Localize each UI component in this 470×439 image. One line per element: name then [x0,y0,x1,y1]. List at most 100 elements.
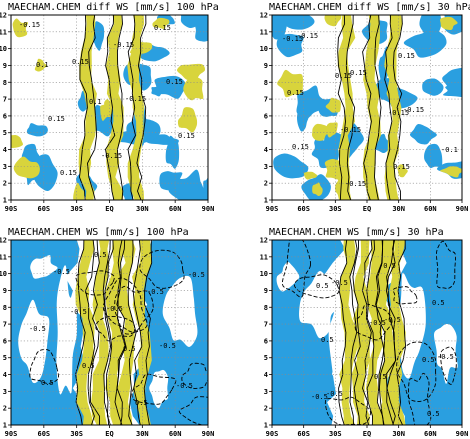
y-tick-label: 1 [3,197,7,205]
chart-panel-2: -0.150.15-0.150.15-0.150.150.15-0.150.15… [260,2,470,213]
x-tick-label: EQ [105,205,113,213]
positive-region [34,58,47,72]
negative-region [276,33,304,58]
y-tick-label: 10 [260,270,268,278]
negative-region [296,85,328,120]
negative-region [424,143,443,169]
positive-region [365,240,386,425]
positive-region [127,15,145,200]
contour-line [384,15,403,200]
contour-label: -0.5 [311,393,328,401]
y-tick-label: 3 [264,388,268,396]
contour-label: -0.5 [159,342,176,350]
positive-region [106,15,124,200]
contour-line [116,240,137,425]
y-tick-label: 3 [3,388,7,396]
positive-region [439,166,462,178]
positive-region [325,97,341,113]
y-tick-label: 10 [0,45,7,53]
contour-line [131,373,177,405]
positive-region [440,16,458,31]
contour-label: 0.5 [94,251,107,259]
positive-region [132,240,152,425]
contour-label: 0.15 [335,72,352,80]
y-tick-label: 7 [3,321,7,329]
y-tick-label: 1 [264,197,268,205]
contour-line [354,303,393,341]
positive-region [277,69,303,98]
y-tick-label: 11 [260,253,268,261]
chart-title: MAECHAM.CHEM diff WS [mm/s] 100 hPa [8,2,219,13]
positive-region [105,240,125,425]
contour-label: -0.15 [297,32,318,40]
contour-label: -0.15 [388,109,409,117]
negative-region [151,86,162,97]
contour-label: -0.5 [331,279,348,287]
contour-label: -0.5 [369,319,386,327]
negative-region [115,128,154,145]
contour-label: -0.5 [29,325,46,333]
x-tick-label: 90N [202,205,215,213]
y-tick-label: 8 [3,79,7,87]
positive-region [335,180,349,200]
y-tick-label: 6 [3,112,7,120]
contour-line [29,349,59,384]
negative-region [154,75,186,99]
contour-label: 0.15 [292,143,309,151]
contour-label: -0.15 [403,106,424,114]
x-tick-label: 90N [202,430,215,438]
x-tick-label: 90N [456,430,469,438]
contour-label: 0.15 [178,132,195,140]
negative-region [168,169,207,200]
y-tick-label: 6 [3,337,7,345]
plot-area: -0.150.15-0.150.15-0.150.150.15-0.150.15… [272,15,462,200]
contour-label: 0.1 [89,98,102,106]
contour-label: -0.15 [19,21,40,29]
y-tick-label: 12 [0,12,7,20]
x-tick-label: 60N [424,430,437,438]
contour-label: 0.15 [350,69,367,77]
y-tick-label: 9 [3,62,7,70]
y-tick-label: 10 [260,45,268,53]
contour-label: 0.5 [321,336,334,344]
y-tick-label: 7 [264,96,268,104]
positive-region [362,15,381,200]
y-tick-label: 2 [3,180,7,188]
positive-region [387,240,406,425]
contour-line [324,396,371,425]
y-tick-label: 11 [260,28,268,36]
contour-line [375,240,397,425]
negative-region [32,154,58,192]
positive-region [339,240,359,425]
x-tick-label: 30N [136,205,149,213]
contour-line [79,15,98,200]
negative-region [165,135,180,169]
contour-label: -0.15 [340,126,361,134]
y-tick-label: 11 [0,253,7,261]
positive-region [103,99,114,116]
x-tick-label: 90S [266,205,279,213]
y-tick-label: 1 [3,422,7,430]
negative-region [272,15,290,40]
y-tick-label: 2 [3,405,7,413]
y-tick-label: 6 [264,112,268,120]
contour-label: -0.5 [70,308,87,316]
contour-label: -0.5 [106,305,123,313]
x-tick-label: 90N [456,205,469,213]
y-tick-label: 7 [264,321,268,329]
y-tick-label: 2 [264,405,268,413]
y-tick-label: 9 [3,287,7,295]
contour-label: 0.5 [41,379,54,387]
contour-label: -0.15 [101,152,122,160]
negative-region [273,153,309,179]
contour-label: -0.15 [345,180,366,188]
x-tick-label: 60S [297,430,310,438]
contour-line [95,315,136,342]
x-tick-label: 60S [297,205,310,213]
neutral-region [18,299,50,384]
y-tick-label: 8 [264,304,268,312]
y-tick-label: 2 [264,180,268,188]
x-tick-label: 30S [70,205,83,213]
chart-title: MAECHAM.CHEM diff WS [mm/s] 30 hPa [269,2,470,13]
